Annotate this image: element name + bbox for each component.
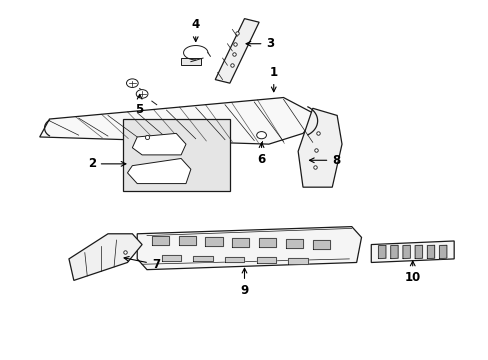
- Circle shape: [126, 79, 138, 87]
- Text: 5: 5: [135, 94, 143, 116]
- Polygon shape: [390, 245, 397, 258]
- Polygon shape: [205, 237, 222, 246]
- Polygon shape: [193, 256, 212, 261]
- Polygon shape: [137, 226, 361, 270]
- Polygon shape: [132, 134, 185, 155]
- Text: 6: 6: [257, 143, 265, 166]
- Polygon shape: [378, 245, 385, 258]
- Polygon shape: [152, 235, 168, 244]
- Text: 3: 3: [245, 37, 274, 50]
- Polygon shape: [256, 257, 276, 263]
- Polygon shape: [312, 240, 329, 249]
- Polygon shape: [69, 234, 142, 280]
- Text: 2: 2: [87, 157, 125, 170]
- Text: 1: 1: [269, 66, 277, 92]
- Polygon shape: [439, 245, 446, 258]
- Text: 4: 4: [191, 18, 200, 41]
- Polygon shape: [127, 158, 190, 184]
- Bar: [122, 119, 229, 191]
- Circle shape: [256, 132, 266, 139]
- Polygon shape: [285, 239, 303, 248]
- Polygon shape: [298, 108, 341, 187]
- Polygon shape: [370, 241, 453, 262]
- Polygon shape: [178, 236, 195, 245]
- Polygon shape: [224, 257, 244, 262]
- Circle shape: [136, 90, 148, 98]
- Polygon shape: [161, 255, 181, 261]
- Text: 9: 9: [240, 268, 248, 297]
- Text: 7: 7: [124, 257, 160, 271]
- Polygon shape: [288, 258, 307, 264]
- Polygon shape: [259, 238, 276, 247]
- Text: 10: 10: [404, 261, 420, 284]
- Polygon shape: [232, 238, 249, 247]
- Polygon shape: [402, 245, 409, 258]
- Polygon shape: [427, 245, 434, 258]
- Text: 8: 8: [309, 154, 340, 167]
- Polygon shape: [215, 19, 259, 83]
- Polygon shape: [414, 245, 422, 258]
- Polygon shape: [40, 98, 317, 144]
- Bar: [181, 58, 200, 65]
